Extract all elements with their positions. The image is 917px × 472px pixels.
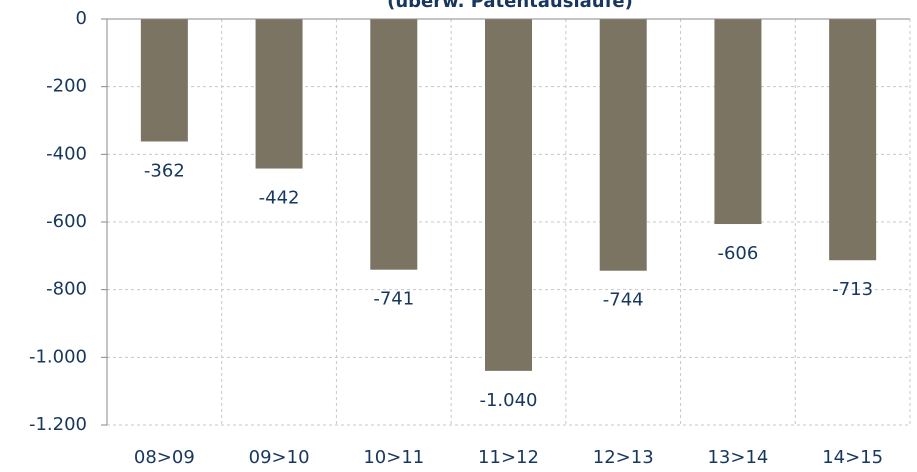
x-tick-label: 13>14 bbox=[707, 447, 768, 468]
data-label: -744 bbox=[603, 290, 644, 311]
y-tick-label: -1.000 bbox=[29, 346, 87, 367]
bar bbox=[140, 19, 188, 142]
data-label: -1.040 bbox=[479, 390, 537, 411]
bar bbox=[829, 19, 877, 261]
bar bbox=[599, 19, 647, 271]
data-label: -741 bbox=[373, 289, 414, 310]
data-label: -606 bbox=[717, 243, 758, 264]
x-tick-label: 14>15 bbox=[822, 447, 883, 468]
bar bbox=[255, 19, 303, 169]
x-tick-label: 12>13 bbox=[593, 447, 654, 468]
y-tick-label: 0 bbox=[76, 8, 87, 29]
bar bbox=[485, 19, 532, 371]
y-tick-label: -400 bbox=[46, 143, 87, 164]
data-label: -713 bbox=[832, 279, 873, 300]
data-label: -442 bbox=[259, 188, 300, 209]
x-tick-label: 09>10 bbox=[249, 447, 310, 468]
y-tick-label: -600 bbox=[46, 211, 87, 232]
chart-title: (überw. Patentausläufe) bbox=[387, 0, 633, 12]
bar bbox=[370, 19, 418, 270]
x-tick-label: 10>11 bbox=[363, 447, 424, 468]
data-label: -362 bbox=[144, 160, 185, 181]
y-tick-label: -800 bbox=[46, 279, 87, 300]
bar bbox=[714, 19, 762, 225]
y-tick-label: -200 bbox=[46, 76, 87, 97]
x-tick-label: 08>09 bbox=[134, 447, 195, 468]
x-tick-label: 11>12 bbox=[478, 447, 539, 468]
y-tick-label: -1.200 bbox=[29, 414, 87, 435]
